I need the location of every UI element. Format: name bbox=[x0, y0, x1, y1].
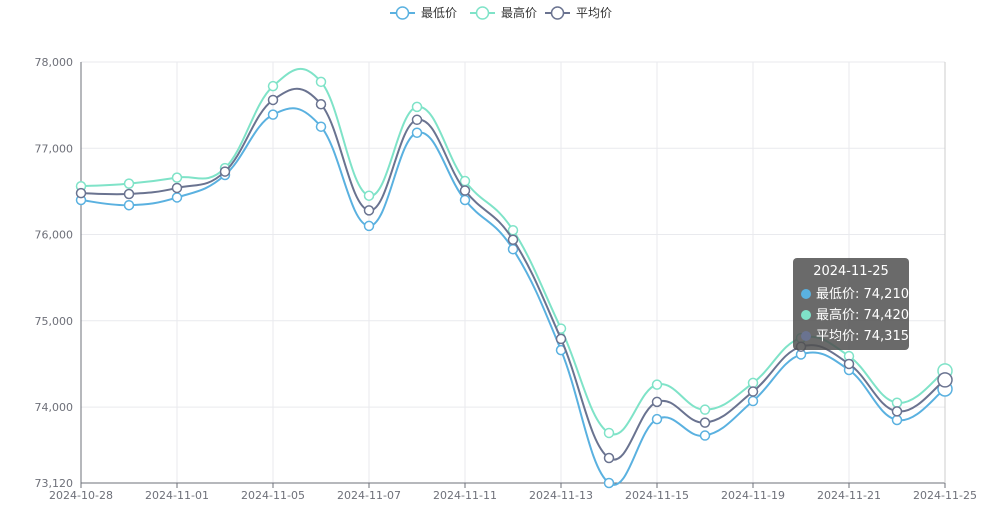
data-point[interactable] bbox=[123, 188, 135, 200]
data-point[interactable] bbox=[363, 205, 375, 216]
x-tick-label: 2024-10-28 bbox=[49, 489, 113, 502]
x-tick-label: 2024-11-19 bbox=[721, 489, 785, 502]
y-tick-label: 73,120 bbox=[35, 477, 74, 490]
x-tick-label: 2024-11-05 bbox=[241, 489, 305, 502]
data-point[interactable] bbox=[843, 358, 855, 370]
y-tick-label: 75,000 bbox=[35, 315, 74, 328]
data-point[interactable] bbox=[651, 413, 663, 425]
data-point[interactable] bbox=[75, 187, 87, 199]
legend-item-0[interactable]: 最低价 bbox=[390, 6, 457, 20]
data-point[interactable] bbox=[603, 477, 615, 489]
data-point[interactable] bbox=[363, 220, 375, 232]
data-point[interactable] bbox=[651, 396, 663, 408]
tooltip-dot-low bbox=[801, 289, 811, 299]
legend-item-2[interactable]: 平均价 bbox=[545, 6, 612, 20]
data-point[interactable] bbox=[747, 377, 759, 389]
series-line bbox=[80, 67, 946, 436]
data-point[interactable] bbox=[937, 372, 953, 388]
data-point[interactable] bbox=[267, 80, 279, 92]
tooltip-value-high: 最高价: 74,420 bbox=[816, 308, 909, 323]
data-point[interactable] bbox=[603, 427, 615, 439]
legend-label: 最高价 bbox=[501, 5, 537, 20]
data-point[interactable] bbox=[555, 333, 567, 345]
tooltip-row-low: 最低价: 74,210 bbox=[801, 284, 909, 305]
data-point[interactable] bbox=[699, 430, 711, 441]
tooltip: 2024-11-25 最低价: 74,210 最高价: 74,420 平均价: … bbox=[793, 258, 909, 350]
tooltip-title: 2024-11-25 bbox=[813, 264, 889, 279]
y-tick-label: 78,000 bbox=[35, 56, 74, 69]
data-point[interactable] bbox=[699, 404, 711, 415]
data-point[interactable] bbox=[267, 94, 279, 106]
x-tick-label: 2024-11-25 bbox=[913, 489, 977, 502]
data-point[interactable] bbox=[459, 194, 471, 206]
data-point[interactable] bbox=[123, 178, 135, 189]
y-tick-label: 74,000 bbox=[35, 401, 74, 414]
tooltip-row-high: 最高价: 74,420 bbox=[801, 305, 909, 326]
legend-marker bbox=[550, 6, 565, 20]
legend-marker bbox=[395, 6, 410, 20]
axes: 73,120 74,000 75,000 76,000 77,000 78,000 2024… bbox=[35, 56, 977, 502]
tooltip-dot-avg bbox=[801, 331, 811, 341]
series-2 bbox=[75, 87, 953, 464]
legend-label: 最低价 bbox=[421, 6, 457, 20]
data-point[interactable] bbox=[891, 397, 903, 409]
data-point[interactable] bbox=[459, 175, 471, 187]
x-tick-label: 2024-11-01 bbox=[145, 489, 209, 502]
grid-lines bbox=[80, 61, 946, 484]
data-point[interactable] bbox=[267, 109, 279, 120]
tooltip-value-avg: 平均价: 74,315 bbox=[816, 329, 909, 344]
data-point[interactable] bbox=[891, 414, 903, 426]
y-tick-label: 76,000 bbox=[35, 229, 74, 242]
data-point[interactable] bbox=[747, 386, 759, 397]
data-point[interactable] bbox=[651, 379, 663, 390]
tooltip-dot-high bbox=[801, 310, 811, 320]
x-tick-label: 2024-11-11 bbox=[433, 489, 497, 502]
data-point[interactable] bbox=[315, 121, 327, 132]
data-point[interactable] bbox=[123, 199, 135, 211]
data-point[interactable] bbox=[747, 395, 759, 407]
data-point[interactable] bbox=[507, 234, 519, 245]
data-point[interactable] bbox=[171, 182, 183, 194]
data-point[interactable] bbox=[699, 417, 711, 428]
data-point[interactable] bbox=[171, 192, 183, 203]
data-point[interactable] bbox=[891, 406, 903, 417]
y-tick-label: 77,000 bbox=[35, 142, 74, 155]
legend-item-1[interactable]: 最高价 bbox=[470, 5, 537, 20]
data-point[interactable] bbox=[315, 76, 327, 88]
data-point[interactable] bbox=[459, 185, 471, 196]
series-0 bbox=[75, 107, 953, 489]
data-point[interactable] bbox=[171, 172, 183, 183]
data-point[interactable] bbox=[363, 190, 375, 201]
series-1 bbox=[75, 67, 953, 439]
data-point[interactable] bbox=[603, 452, 615, 464]
legend-marker bbox=[475, 6, 490, 20]
x-tick-label: 2024-11-15 bbox=[625, 489, 689, 502]
data-point[interactable] bbox=[219, 166, 231, 177]
legend-label: 平均价 bbox=[576, 6, 612, 20]
x-tick-label: 2024-11-13 bbox=[529, 489, 593, 502]
legend[interactable]: 最低价 最高价 平均价 bbox=[390, 5, 612, 20]
data-point[interactable] bbox=[315, 99, 327, 110]
data-point[interactable] bbox=[411, 101, 423, 113]
data-point[interactable] bbox=[411, 114, 423, 126]
x-tick-label: 2024-11-21 bbox=[817, 489, 881, 502]
tooltip-row-avg: 平均价: 74,315 bbox=[801, 326, 909, 347]
data-point[interactable] bbox=[411, 127, 423, 138]
x-tick-label: 2024-11-07 bbox=[337, 489, 401, 502]
tooltip-value-low: 最低价: 74,210 bbox=[816, 287, 909, 302]
series-layer bbox=[75, 67, 953, 489]
